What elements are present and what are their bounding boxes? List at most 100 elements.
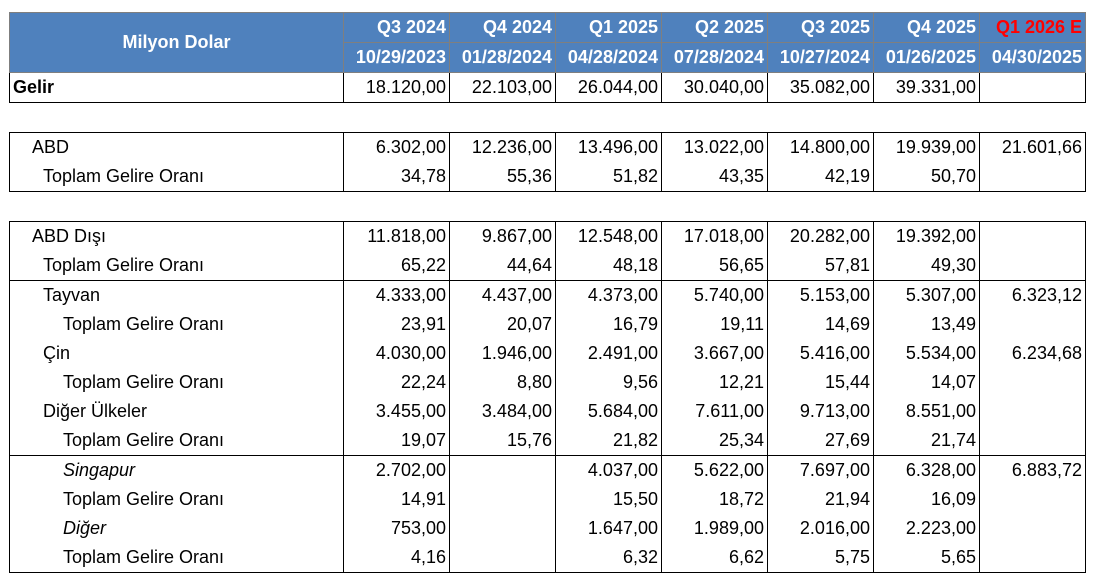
row-label: Toplam Gelire Oranı (9, 162, 344, 192)
row-label: Toplam Gelire Oranı (9, 543, 344, 573)
row-label: Toplam Gelire Oranı (9, 310, 344, 339)
table-row-other-countries: Diğer Ülkeler 3.455,00 3.484,00 5.684,00… (9, 397, 1086, 426)
cell-value: 3.484,00 (449, 397, 556, 426)
cell-value: 19.939,00 (873, 132, 980, 162)
table-row-revenue: Gelir 18.120,00 22.103,00 26.044,00 30.0… (9, 72, 1086, 103)
cell-value: 21,94 (767, 485, 874, 514)
cell-value: 30.040,00 (661, 72, 768, 103)
cell-value: 12.548,00 (555, 221, 662, 251)
table-row-other-countries-share: Toplam Gelire Oranı 19,07 15,76 21,82 25… (9, 426, 1086, 456)
table-row-non-usa-share: Toplam Gelire Oranı 65,22 44,64 48,18 56… (9, 251, 1086, 281)
table-row-china-share: Toplam Gelire Oranı 22,24 8,80 9,56 12,2… (9, 368, 1086, 397)
cell-value: 8.551,00 (873, 397, 980, 426)
cell-value: 2.016,00 (767, 514, 874, 543)
date-header: 01/28/2024 (449, 42, 556, 73)
cell-value (979, 72, 1086, 103)
cell-value (979, 310, 1086, 339)
cell-value (979, 514, 1086, 543)
cell-value: 4.437,00 (449, 280, 556, 310)
cell-value (979, 485, 1086, 514)
date-header: 10/27/2024 (767, 42, 874, 73)
cell-value: 2.223,00 (873, 514, 980, 543)
cell-value: 13.022,00 (661, 132, 768, 162)
row-label: Toplam Gelire Oranı (9, 368, 344, 397)
cell-value: 9.713,00 (767, 397, 874, 426)
cell-value: 12.236,00 (449, 132, 556, 162)
table-title: Milyon Dolar (9, 12, 344, 73)
cell-value (449, 455, 556, 485)
row-label: ABD Dışı (9, 221, 344, 251)
row-label: Toplam Gelire Oranı (9, 485, 344, 514)
table-row-taiwan-share: Toplam Gelire Oranı 23,91 20,07 16,79 19… (9, 310, 1086, 339)
cell-value: 15,44 (767, 368, 874, 397)
cell-value: 13.496,00 (555, 132, 662, 162)
cell-value: 50,70 (873, 162, 980, 192)
cell-value: 35.082,00 (767, 72, 874, 103)
cell-value: 16,79 (555, 310, 662, 339)
cell-value: 14,91 (343, 485, 450, 514)
spreadsheet-table: Milyon Dolar Q3 2024 Q4 2024 Q1 2025 Q2 … (9, 12, 1086, 573)
cell-value: 18.120,00 (343, 72, 450, 103)
row-label: Toplam Gelire Oranı (9, 426, 344, 456)
cell-value: 48,18 (555, 251, 662, 281)
table-row-singapore: Singapur 2.702,00 4.037,00 5.622,00 7.69… (9, 455, 1086, 485)
quarter-header: Q1 2025 (555, 12, 662, 43)
cell-value: 5.416,00 (767, 339, 874, 368)
cell-value: 51,82 (555, 162, 662, 192)
cell-value: 57,81 (767, 251, 874, 281)
cell-value: 14,69 (767, 310, 874, 339)
date-header: 10/29/2023 (343, 42, 450, 73)
cell-value: 6,62 (661, 543, 768, 573)
cell-value: 3.455,00 (343, 397, 450, 426)
row-label: Diğer (9, 514, 344, 543)
cell-value: 6.328,00 (873, 455, 980, 485)
cell-value: 25,34 (661, 426, 768, 456)
header-row-dates: 10/29/2023 01/28/2024 04/28/2024 07/28/2… (10, 42, 1086, 73)
cell-value: 4.373,00 (555, 280, 662, 310)
quarter-header: Q3 2025 (767, 12, 874, 43)
cell-value: 6.883,72 (979, 455, 1086, 485)
cell-value: 23,91 (343, 310, 450, 339)
cell-value: 22.103,00 (449, 72, 556, 103)
cell-value: 5.684,00 (555, 397, 662, 426)
cell-value: 7.697,00 (767, 455, 874, 485)
cell-value: 1.647,00 (555, 514, 662, 543)
table-row-singapore-share: Toplam Gelire Oranı 14,91 15,50 18,72 21… (9, 485, 1086, 514)
cell-value: 9.867,00 (449, 221, 556, 251)
spacer-row (10, 103, 1086, 133)
cell-value: 18,72 (661, 485, 768, 514)
quarter-header: Q4 2024 (449, 12, 556, 43)
cell-value: 12,21 (661, 368, 768, 397)
cell-value: 4.037,00 (555, 455, 662, 485)
cell-value: 1.946,00 (449, 339, 556, 368)
cell-value: 6,32 (555, 543, 662, 573)
cell-value: 17.018,00 (661, 221, 768, 251)
table-row-non-usa: ABD Dışı 11.818,00 9.867,00 12.548,00 17… (9, 221, 1086, 251)
revenue-by-region-table: Milyon Dolar Q3 2024 Q4 2024 Q1 2025 Q2 … (9, 12, 1086, 573)
table-row-other: Diğer 753,00 1.647,00 1.989,00 2.016,00 … (9, 514, 1086, 543)
quarter-header: Q2 2025 (661, 12, 768, 43)
table-row-usa-share: Toplam Gelire Oranı 34,78 55,36 51,82 43… (9, 162, 1086, 192)
cell-value: 27,69 (767, 426, 874, 456)
spacer-row (10, 192, 1086, 222)
row-label: Diğer Ülkeler (9, 397, 344, 426)
cell-value: 4.333,00 (343, 280, 450, 310)
row-label: Gelir (9, 72, 344, 103)
cell-value: 5.622,00 (661, 455, 768, 485)
estimate-quarter-header: Q1 2026 E (979, 12, 1086, 43)
cell-value: 6.323,12 (979, 280, 1086, 310)
cell-value: 19.392,00 (873, 221, 980, 251)
cell-value: 3.667,00 (661, 339, 768, 368)
cell-value: 44,64 (449, 251, 556, 281)
cell-value: 6.234,68 (979, 339, 1086, 368)
cell-value: 7.611,00 (661, 397, 768, 426)
cell-value: 14.800,00 (767, 132, 874, 162)
cell-value: 15,50 (555, 485, 662, 514)
row-label: Toplam Gelire Oranı (9, 251, 344, 281)
cell-value (979, 426, 1086, 456)
cell-value: 55,36 (449, 162, 556, 192)
cell-value: 34,78 (343, 162, 450, 192)
table-row-taiwan: Tayvan 4.333,00 4.437,00 4.373,00 5.740,… (9, 280, 1086, 310)
date-header: 04/28/2024 (555, 42, 662, 73)
date-header: 07/28/2024 (661, 42, 768, 73)
